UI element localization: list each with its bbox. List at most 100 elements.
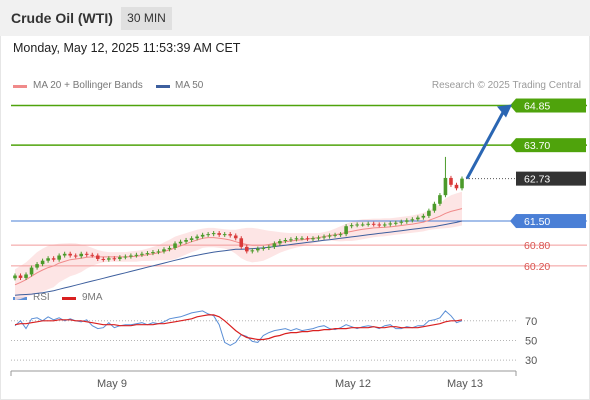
candle-body xyxy=(366,223,370,225)
candle-body xyxy=(250,250,255,252)
level-tag-62.73 xyxy=(516,171,586,186)
level-tag-63.70 xyxy=(516,138,586,153)
candle-body xyxy=(206,234,210,236)
candle-body xyxy=(18,275,23,278)
candle-body xyxy=(371,223,376,225)
candle-body xyxy=(156,251,161,253)
candle-body xyxy=(239,238,244,247)
candle-body xyxy=(460,178,464,189)
candle-body xyxy=(178,241,183,244)
candle-body xyxy=(29,267,34,275)
ma20-legend-swatch xyxy=(13,85,27,88)
ma20-line xyxy=(14,208,463,286)
candle-body xyxy=(327,235,332,237)
candle-body xyxy=(112,258,117,260)
candle-body xyxy=(449,177,453,185)
candle-body xyxy=(24,274,28,278)
candle-body xyxy=(90,254,95,256)
rsi-tick-50: 50 xyxy=(525,335,537,347)
ma20-legend-label: MA 20 + Bollinger Bands xyxy=(33,80,143,91)
candle-body xyxy=(129,255,133,257)
candle-body xyxy=(134,254,139,256)
candle-body xyxy=(405,220,409,222)
ma50-legend-label: MA 50 xyxy=(175,80,204,91)
candle-body xyxy=(184,240,188,242)
rsi-line xyxy=(14,310,463,346)
candle-body xyxy=(167,247,172,250)
level-tag-64.85 xyxy=(516,98,586,113)
candle-body xyxy=(140,253,144,255)
rsi-ma9-line xyxy=(14,314,463,341)
candle-body xyxy=(13,275,17,279)
candle-body xyxy=(261,247,266,249)
ma50-legend-swatch xyxy=(156,85,170,88)
level-label-60.80: 60.80 xyxy=(524,240,550,252)
candle-body xyxy=(333,234,337,236)
candle-body xyxy=(95,255,100,259)
level-tag-text-61.50: 61.50 xyxy=(524,216,550,228)
x-tick-label: May 9 xyxy=(97,378,127,390)
copyright-text: Research © 2025 Trading Central xyxy=(431,80,581,91)
candle-body xyxy=(189,238,194,240)
timeframe-badge[interactable]: 30 MIN xyxy=(121,7,172,30)
candle-body xyxy=(355,224,359,226)
candle-body xyxy=(427,210,431,216)
projection-arrow-head xyxy=(497,104,512,118)
instrument-title: Crude Oil (WTI) xyxy=(11,10,113,26)
candle-body xyxy=(256,248,260,251)
candle-body xyxy=(68,253,72,256)
candle-body xyxy=(399,221,404,223)
candle-body xyxy=(57,255,61,260)
candle-body xyxy=(438,195,442,204)
candle-body xyxy=(84,253,89,255)
candle-body xyxy=(244,246,249,252)
candle-body xyxy=(322,236,326,238)
candle-body xyxy=(200,234,205,237)
candle-body xyxy=(222,234,227,236)
candle-body xyxy=(432,203,437,211)
level-tag-61.50 xyxy=(516,214,586,229)
candle-body xyxy=(123,256,128,258)
candle-body xyxy=(40,260,45,265)
level-tag-pointer-61.50 xyxy=(510,214,516,229)
candle-body xyxy=(51,258,56,260)
candle-body xyxy=(145,253,150,255)
candle-body xyxy=(233,235,238,239)
x-tick-label: May 12 xyxy=(335,378,371,390)
candle-body xyxy=(73,255,78,257)
candle-body xyxy=(416,217,420,220)
candle-body xyxy=(300,238,304,240)
candle-body xyxy=(294,238,299,240)
candle-body xyxy=(388,223,393,225)
candle-body xyxy=(289,239,293,241)
candle-body xyxy=(79,253,84,257)
bollinger-band xyxy=(15,191,462,301)
rsi-legend-label: RSI xyxy=(33,292,50,303)
candle-body xyxy=(272,243,277,247)
candle-body xyxy=(217,233,221,235)
candle-body xyxy=(151,252,155,254)
ma9-legend-label: 9MA xyxy=(82,292,103,303)
candle-body xyxy=(344,226,348,235)
rsi-tick-30: 30 xyxy=(525,355,537,367)
candle-body xyxy=(443,177,448,196)
candle-body xyxy=(382,224,387,226)
level-tag-pointer-63.70 xyxy=(510,138,516,153)
projection-arrow xyxy=(465,109,506,180)
candle-body xyxy=(305,238,310,240)
level-tag-text-64.85: 64.85 xyxy=(524,101,550,113)
candle-body xyxy=(278,241,282,244)
candle-body xyxy=(101,258,106,260)
candle-body xyxy=(107,258,111,260)
candle-body xyxy=(311,238,315,240)
candle-body xyxy=(360,224,365,226)
candle-body xyxy=(283,240,288,242)
candle-body xyxy=(377,224,382,226)
candle-body xyxy=(349,225,354,227)
level-label-60.20: 60.20 xyxy=(524,261,550,273)
candle-body xyxy=(62,253,67,256)
level-tag-pointer-64.85 xyxy=(510,98,516,113)
candle-body xyxy=(35,264,39,268)
candle-body xyxy=(421,215,426,218)
